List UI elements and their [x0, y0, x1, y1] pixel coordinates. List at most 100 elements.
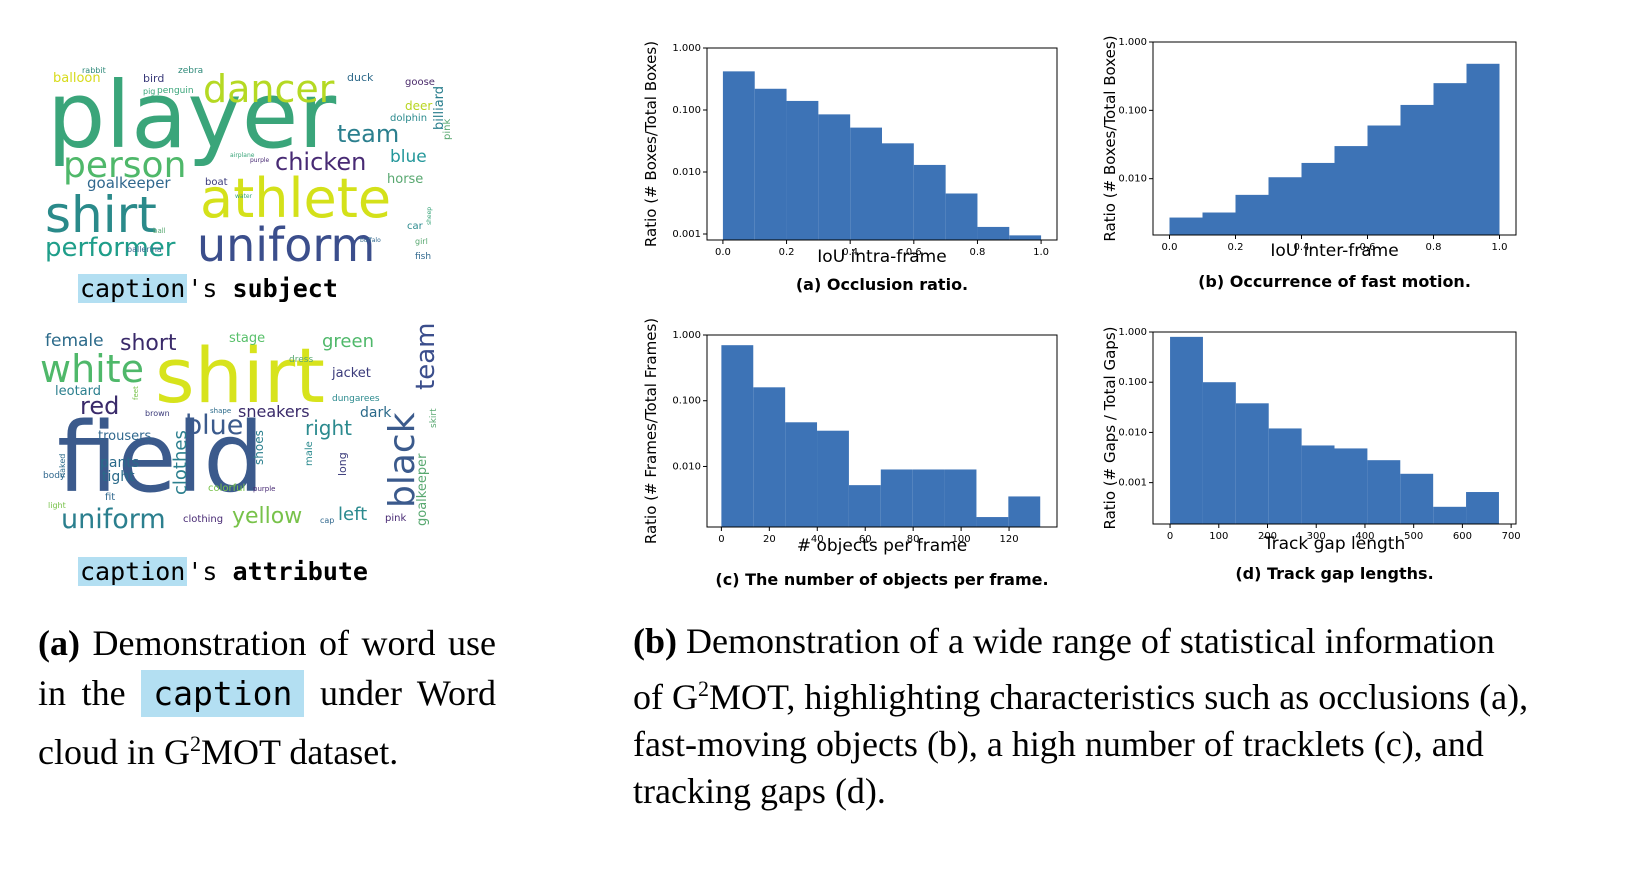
caption-highlight: caption: [78, 274, 188, 303]
histogram-bar: [1367, 125, 1401, 235]
y-tick-label: 0.100: [1118, 105, 1147, 116]
x-tick-label: 0.2: [779, 247, 795, 258]
word-cloud-word: shirt: [155, 331, 325, 420]
x-tick-label: 0.8: [1426, 242, 1442, 253]
histogram-bar: [882, 143, 914, 240]
histogram-bar: [1433, 506, 1467, 524]
caption-highlight: caption: [78, 557, 188, 586]
word-cloud-word: shape: [210, 407, 232, 415]
word-cloud-word: buffalo: [360, 237, 381, 244]
x-tick-label: 120: [1000, 534, 1019, 545]
x-tick-label: 500: [1404, 531, 1423, 542]
histogram-bar: [1235, 403, 1269, 524]
y-tick-label: 0.100: [1118, 377, 1147, 388]
caption-left-superscript: 2: [189, 731, 201, 756]
label-attribute-word: attribute: [232, 557, 368, 586]
word-cloud-word: uniform: [61, 504, 166, 535]
x-tick-label: 0.6: [906, 247, 922, 258]
word-cloud-word: airplane: [230, 152, 255, 159]
word-cloud-word: uniform: [197, 218, 376, 272]
word-cloud-word: colorful: [208, 483, 246, 494]
chart-0: 0.0 0.2 0.4 0.6 0.8 1.0 0.001 0.010 0.100 1.000 Io…: [642, 41, 1058, 294]
word-cloud-word: clothing: [183, 514, 224, 525]
histogram-bar: [1268, 177, 1302, 235]
x-tick-label: 1.0: [1033, 247, 1049, 258]
histogram-bar: [1334, 448, 1368, 524]
word-cloud-word: dark: [360, 405, 392, 421]
histogram-bar: [1400, 473, 1434, 524]
histogram-charts: 0.0 0.2 0.4 0.6 0.8 1.0 0.001 0.010 0.100 1.000 Io…: [642, 35, 1521, 589]
x-tick-label: 0.4: [842, 247, 858, 258]
chart-2: 0 20 40 60 80 100 120 0.010 0.100 1.000 # objects …: [642, 318, 1058, 589]
word-cloud-word: cap: [320, 516, 335, 525]
word-cloud-word: zebra: [178, 66, 204, 76]
word-cloud-word: performer: [45, 233, 176, 263]
plot-frame: [1152, 41, 1517, 236]
caption-right: (b) Demonstration of a wide range of sta…: [633, 618, 1533, 815]
histogram-bar: [1009, 235, 1042, 240]
histogram-bar: [817, 430, 849, 527]
histogram-bar: [945, 193, 978, 240]
x-tick-label: 0.0: [715, 247, 731, 258]
x-tick-label: 0.0: [1162, 242, 1178, 253]
y-tick-label: 1.000: [672, 43, 701, 54]
y-tick-label: 1.000: [1118, 37, 1147, 48]
histogram-bar: [1170, 336, 1203, 524]
word-cloud-word: green: [322, 331, 374, 352]
word-cloud-word: goalkeeper: [87, 174, 171, 192]
histogram-bar: [977, 226, 1010, 240]
histogram-bar: [1008, 496, 1041, 527]
word-cloud-word: pink: [385, 513, 407, 524]
histogram-bar: [1334, 146, 1368, 235]
word-cloud-word: chicken: [275, 148, 367, 176]
y-tick-label: 0.001: [1118, 478, 1147, 489]
word-cloud-word: white: [40, 347, 144, 391]
word-cloud-word: fit: [105, 492, 116, 503]
word-cloud-word: bird: [143, 72, 165, 85]
word-cloud-word: water: [235, 193, 253, 200]
y-tick-label: 0.100: [672, 396, 701, 407]
word-cloud-word: blue: [390, 147, 427, 167]
word-cloud-word: body: [43, 471, 66, 481]
word-cloud-word: field: [57, 402, 265, 514]
x-tick-label: 300: [1307, 531, 1326, 542]
wordcloud-attribute-label: caption's attribute: [78, 557, 368, 586]
histogram-bar: [786, 100, 819, 240]
y-tick-label: 0.001: [672, 229, 701, 240]
word-cloud-word: ballerina: [127, 245, 162, 254]
word-cloud-word: rabbit: [82, 66, 106, 75]
x-tick-label: 20: [763, 534, 776, 545]
word-cloud-word: athlete: [200, 167, 392, 230]
word-cloud-word: light: [48, 501, 66, 510]
caption-right-text-1: Demonstration of a wide range of statist…: [633, 621, 1495, 717]
chart-3: 0 100 200 300 400 500 600 700 0.001 0.010 0.100 1.0…: [1101, 326, 1521, 583]
caption-left-highlight: caption: [141, 670, 305, 717]
word-cloud-word: female: [45, 331, 104, 351]
plot-frame: [706, 47, 1058, 241]
word-cloud-word: person: [63, 145, 187, 186]
word-cloud-word: balloon: [53, 71, 101, 86]
histogram-bar: [722, 71, 755, 241]
word-cloud-word: sneakers: [238, 402, 310, 421]
word-cloud-word: yellow: [232, 504, 303, 529]
x-axis-label: IoU intra-frame: [817, 247, 946, 267]
plot-frame: [1152, 331, 1517, 525]
histogram-bar: [754, 88, 787, 240]
y-axis-label: Ratio (# Boxes/Total Boxes): [642, 41, 660, 247]
word-cloud-word: fish: [415, 252, 432, 262]
caption-right-text-2: MOT, highlighting characteristics such a…: [633, 677, 1529, 811]
word-cloud-word: dungarees: [332, 394, 380, 404]
y-tick-label: 0.010: [1118, 174, 1147, 185]
word-cloud-word: jacket: [332, 366, 371, 381]
histogram-bar: [1433, 83, 1467, 235]
plot-frame: [706, 334, 1058, 528]
histogram-bar: [1466, 492, 1499, 524]
histogram-bar: [1400, 104, 1434, 235]
word-cloud-word: pig: [143, 87, 156, 96]
histogram-bar: [1367, 460, 1401, 524]
word-cloud-word: player: [47, 62, 337, 169]
x-tick-label: 1.0: [1492, 242, 1508, 253]
x-tick-label: 0: [1167, 531, 1173, 542]
word-cloud-word: leotard: [55, 384, 101, 399]
word-cloud-word: stage: [229, 331, 266, 346]
